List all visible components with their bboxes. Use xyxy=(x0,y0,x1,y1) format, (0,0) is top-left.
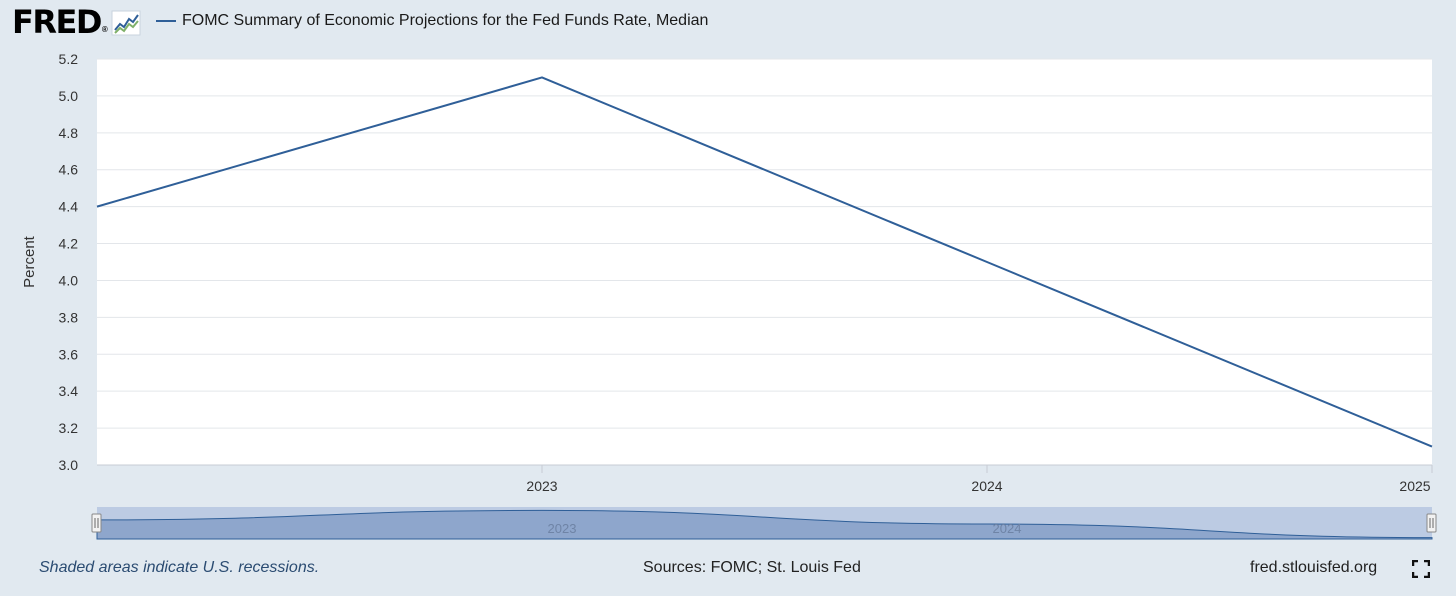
series-group xyxy=(96,76,1433,448)
y-tick-label: 3.8 xyxy=(59,309,79,325)
recession-note: Shaded areas indicate U.S. recessions. xyxy=(39,559,320,576)
chart: 3.0 3.2 3.4 3.6 3.8 4.0 4.2 4.4 4.6 4.8 5.0 5.2 202… xyxy=(21,51,1437,540)
x-axis-ticks: 2023 2024 2025 xyxy=(526,465,1433,494)
legend: FOMC Summary of Economic Projections for… xyxy=(156,12,708,30)
y-axis-label: Percent xyxy=(21,235,38,288)
fred-url-link[interactable]: fred.stlouisfed.org xyxy=(1250,559,1378,576)
y-axis-ticks: 3.0 3.2 3.4 3.6 3.8 4.0 4.2 4.4 4.6 4.8 5.0 5.2 xyxy=(59,51,79,473)
x-tick-label: 2023 xyxy=(526,478,557,494)
fred-graph-icon xyxy=(111,10,141,36)
navigator-labels: 2023 2024 xyxy=(548,521,1022,536)
sources-text: Sources: FOMC; St. Louis Fed xyxy=(643,559,861,576)
legend-swatch xyxy=(156,20,176,22)
y-tick-label: 4.6 xyxy=(59,162,79,178)
fred-logo[interactable]: FRED ® xyxy=(12,4,141,40)
y-tick-label: 4.8 xyxy=(59,125,79,141)
x-tick-label: 2024 xyxy=(971,478,1002,494)
logo-registered-mark: ® xyxy=(101,25,108,34)
navigator-label: 2023 xyxy=(548,521,577,536)
y-tick-label: 4.2 xyxy=(59,236,79,252)
y-tick-label: 3.4 xyxy=(59,383,79,399)
logo-text: FRED xyxy=(12,3,102,41)
chart-header: FRED ® FOMC Summary of Economic Projecti… xyxy=(0,0,1456,44)
y-tick-label: 3.6 xyxy=(59,346,79,362)
series-line[interactable] xyxy=(96,76,1433,448)
x-tick-label: 2025 xyxy=(1399,478,1430,494)
plot-area xyxy=(97,59,1432,465)
navigator-handle-right[interactable] xyxy=(1426,513,1437,533)
y-tick-label: 3.0 xyxy=(59,457,79,473)
navigator-label: 2024 xyxy=(993,521,1022,536)
y-tick-label: 3.2 xyxy=(59,420,79,436)
y-tick-label: 4.0 xyxy=(59,272,79,288)
fullscreen-icon[interactable] xyxy=(1412,560,1430,578)
y-tick-label: 5.2 xyxy=(59,51,79,67)
navigator-area xyxy=(96,509,1433,540)
y-tick-label: 5.0 xyxy=(59,88,79,104)
navigator-handle-left[interactable] xyxy=(91,513,102,533)
y-tick-label: 4.4 xyxy=(59,199,79,215)
legend-label: FOMC Summary of Economic Projections for… xyxy=(182,12,709,29)
